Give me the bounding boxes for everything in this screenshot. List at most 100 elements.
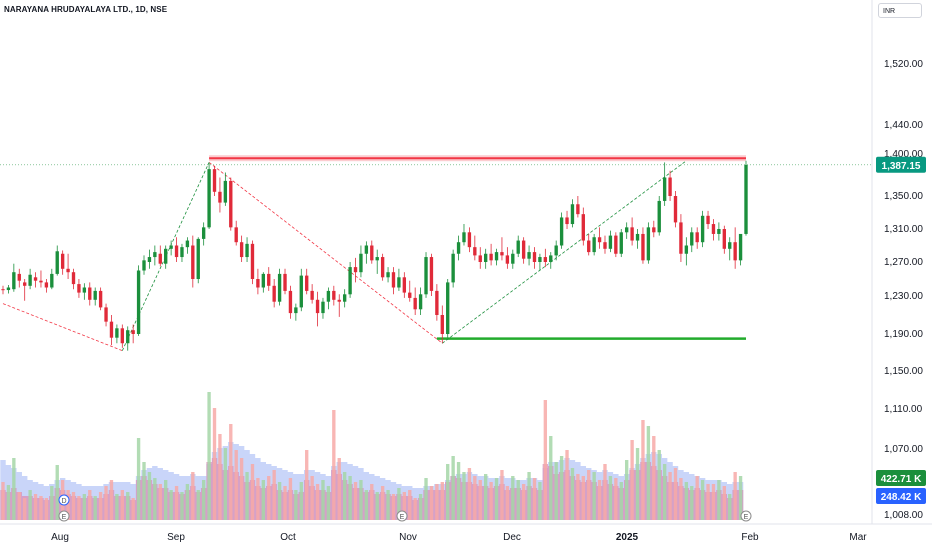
volume-bar [587, 470, 591, 520]
volume-bar [722, 486, 726, 520]
candle [554, 240, 558, 261]
candle-body [39, 280, 43, 283]
candle-body [527, 252, 531, 259]
candle-body [570, 204, 575, 225]
volume-bar [267, 476, 271, 520]
candle [690, 227, 694, 253]
volume-bar [418, 494, 423, 520]
candle [614, 232, 618, 258]
volume-bar [608, 476, 613, 520]
candle [256, 268, 260, 295]
volume-bar [353, 482, 358, 520]
candle [28, 268, 32, 290]
candle-body [1, 289, 5, 291]
volume-bars [0, 392, 744, 520]
candle [402, 272, 407, 298]
volume-bar [462, 472, 466, 520]
volume-bar [201, 480, 206, 520]
candle-body [294, 307, 298, 314]
candle-body [700, 215, 705, 243]
volume-bar [413, 498, 417, 520]
volume-bar [576, 474, 580, 520]
candle [516, 235, 520, 258]
volume-bar [440, 482, 444, 520]
candle [473, 235, 477, 261]
volume-bar [494, 478, 499, 520]
volume-bar [489, 482, 493, 520]
candle [153, 245, 157, 266]
volume-bar [690, 486, 694, 520]
volume-bar [375, 492, 379, 520]
volume-bar [500, 470, 504, 520]
candle-body [429, 257, 434, 291]
volume-bar [12, 458, 16, 520]
volume-bar [174, 486, 179, 520]
candle-body [559, 217, 564, 246]
volume-bar [424, 478, 428, 520]
candle-body [603, 242, 607, 249]
event-marker-label: E [744, 514, 749, 521]
candle [370, 240, 374, 264]
volume-bar [380, 486, 385, 520]
volume-bar [728, 494, 732, 520]
volume-bar [581, 476, 585, 520]
candle-body [619, 232, 623, 254]
candle-body [310, 290, 314, 300]
candle [207, 162, 211, 229]
y-tick-label: 1,440.00 [884, 120, 923, 131]
candle [23, 279, 27, 301]
candle-body [738, 233, 743, 261]
candle-body [359, 253, 363, 273]
candle [467, 227, 472, 253]
volume-bar [23, 498, 27, 520]
candle-body [380, 257, 385, 278]
candle [126, 326, 130, 351]
volume-bar [185, 484, 190, 520]
candle-body [456, 242, 461, 254]
volume-bar [104, 486, 108, 520]
volume-bar [549, 436, 553, 520]
volume-bar [397, 488, 401, 520]
candle [104, 303, 108, 327]
candle-body [93, 290, 97, 300]
candle-body [239, 242, 244, 258]
volume-bar [386, 490, 390, 520]
volume-bar [77, 496, 81, 520]
candle-body [153, 252, 157, 258]
candle-body [608, 235, 613, 249]
volume-bar [342, 472, 347, 520]
candle [201, 222, 206, 246]
candle-body [17, 273, 21, 281]
candle-body [489, 253, 493, 261]
candle-body [55, 251, 59, 274]
candle-body [218, 191, 222, 203]
candle [728, 237, 732, 261]
y-tick-label: 1,230.00 [884, 291, 923, 302]
candle [120, 324, 124, 348]
candle [283, 268, 287, 295]
volume-bar [456, 462, 461, 520]
candle-body [234, 227, 238, 243]
volume-bar [511, 476, 515, 520]
volume-bar [527, 472, 531, 520]
volume-bar [299, 482, 303, 520]
volume-bar [717, 480, 721, 520]
candle [662, 162, 667, 206]
candle-body [532, 252, 537, 262]
candle [218, 177, 222, 213]
candle-body [408, 292, 412, 298]
candle [375, 249, 379, 274]
candle [511, 249, 515, 269]
candle [711, 219, 716, 241]
volume-bar [326, 486, 331, 520]
y-tick-label: 1,520.00 [884, 59, 923, 70]
candle-body [169, 245, 173, 249]
volume-bar [521, 484, 526, 520]
event-marker [58, 510, 70, 522]
candle-body [337, 299, 341, 302]
currency-selector[interactable]: INR [878, 3, 922, 18]
candle-body [635, 233, 640, 241]
volume-bar [44, 498, 49, 520]
candle-body [174, 245, 179, 258]
